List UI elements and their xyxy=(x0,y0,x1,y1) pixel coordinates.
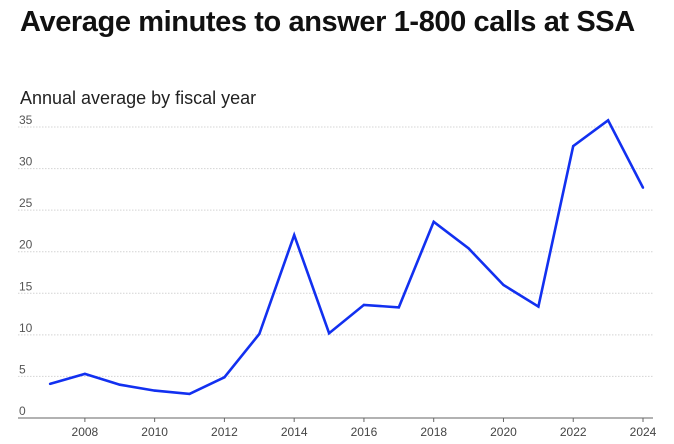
data-point xyxy=(397,306,401,309)
y-tick-label: 30 xyxy=(19,155,33,169)
x-tick-label: 2024 xyxy=(630,425,657,439)
y-axis-ticks: 0 5 10 15 20 25 30 35 xyxy=(19,113,33,418)
x-tick-label: 2012 xyxy=(211,425,238,439)
data-point xyxy=(223,376,226,379)
x-tick-label: 2020 xyxy=(490,425,517,439)
data-point xyxy=(292,233,296,237)
data-point xyxy=(83,372,87,376)
x-tick-label: 2022 xyxy=(560,425,587,439)
x-tick-label: 2016 xyxy=(351,425,378,439)
chart-subtitle: Annual average by fiscal year xyxy=(20,88,257,108)
y-tick-label: 5 xyxy=(19,362,26,376)
data-point xyxy=(572,144,575,148)
data-point xyxy=(606,119,610,122)
data-point xyxy=(432,220,435,223)
x-tick-label: 2014 xyxy=(281,425,308,439)
data-point xyxy=(327,331,331,335)
y-tick-label: 35 xyxy=(19,113,33,127)
y-tick-label: 0 xyxy=(19,404,26,418)
data-point xyxy=(153,389,156,392)
x-axis: 2008 2010 2012 2014 2016 2018 2020 2022 2024 xyxy=(18,417,657,439)
chart-title: Average minutes to answer 1-800 calls at… xyxy=(20,6,635,38)
data-point xyxy=(502,283,505,287)
y-tick-label: 15 xyxy=(19,279,33,293)
x-tick-label: 2008 xyxy=(72,425,99,439)
data-point xyxy=(48,382,52,386)
x-tick-label: 2018 xyxy=(420,425,447,439)
y-tick-label: 25 xyxy=(19,196,33,210)
data-point xyxy=(537,305,540,308)
data-point xyxy=(188,392,191,396)
data-point xyxy=(467,247,470,250)
data-point xyxy=(641,186,645,189)
y-tick-label: 20 xyxy=(19,238,33,252)
data-point xyxy=(118,383,121,386)
data-point xyxy=(362,303,366,307)
series-layer xyxy=(48,118,645,396)
gridlines xyxy=(18,126,653,377)
x-tick-label: 2010 xyxy=(141,425,168,439)
data-point xyxy=(258,332,261,336)
series-line xyxy=(49,118,645,396)
y-tick-label: 10 xyxy=(19,321,33,335)
